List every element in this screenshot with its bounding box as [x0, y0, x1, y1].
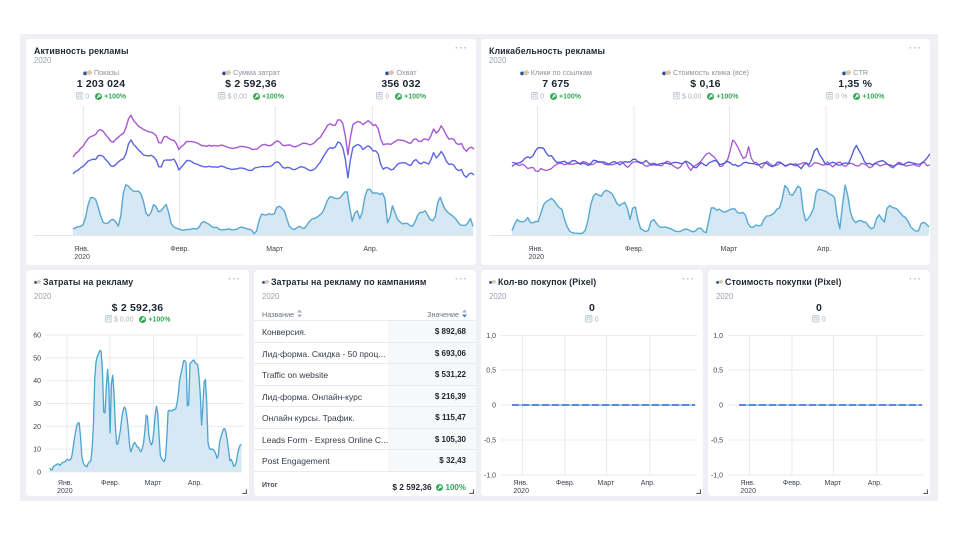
- svg-text:Янв.: Янв.: [740, 480, 755, 487]
- svg-text:1,0: 1,0: [486, 333, 496, 340]
- svg-text:Апр.: Апр.: [868, 480, 882, 487]
- svg-text:50: 50: [33, 355, 41, 362]
- svg-text:0: 0: [37, 469, 41, 476]
- svg-text:2020: 2020: [513, 488, 529, 495]
- svg-text:Март: Март: [598, 480, 616, 487]
- svg-text:1,0: 1,0: [713, 333, 723, 340]
- svg-text:Янв.: Янв.: [58, 480, 73, 487]
- svg-text:Апр.: Апр.: [188, 480, 202, 487]
- svg-text:30: 30: [33, 401, 41, 408]
- svg-text:Март: Март: [145, 480, 163, 487]
- svg-text:Март: Март: [825, 480, 843, 487]
- svg-text:40: 40: [33, 378, 41, 385]
- svg-text:Апр.: Апр.: [641, 480, 655, 487]
- svg-text:10: 10: [33, 447, 41, 454]
- svg-text:2020: 2020: [74, 254, 90, 261]
- svg-text:0: 0: [492, 403, 496, 410]
- svg-text:2020: 2020: [740, 488, 756, 495]
- svg-text:-1,0: -1,0: [484, 473, 496, 480]
- svg-text:Янв.: Янв.: [74, 246, 89, 253]
- svg-text:Апр.: Апр.: [817, 246, 831, 253]
- svg-text:Март: Март: [266, 246, 284, 253]
- svg-text:Янв.: Янв.: [529, 246, 544, 253]
- svg-text:Февр.: Февр.: [556, 480, 575, 487]
- svg-text:2020: 2020: [529, 254, 545, 261]
- svg-text:60: 60: [33, 333, 41, 340]
- svg-text:Февр.: Февр.: [783, 480, 802, 487]
- svg-text:Апр.: Апр.: [363, 246, 377, 253]
- svg-text:0: 0: [719, 403, 723, 410]
- svg-text:0,5: 0,5: [713, 368, 723, 375]
- svg-text:0,5: 0,5: [486, 368, 496, 375]
- svg-text:-0,5: -0,5: [711, 438, 723, 445]
- svg-text:Февр.: Февр.: [625, 246, 644, 253]
- svg-text:Янв.: Янв.: [513, 480, 528, 487]
- svg-text:Март: Март: [721, 246, 739, 253]
- svg-text:-0,5: -0,5: [484, 438, 496, 445]
- svg-text:2020: 2020: [57, 488, 73, 495]
- svg-text:Февр.: Февр.: [101, 480, 120, 487]
- svg-text:-1,0: -1,0: [711, 473, 723, 480]
- svg-text:Февр.: Февр.: [170, 246, 189, 253]
- svg-text:20: 20: [33, 424, 41, 431]
